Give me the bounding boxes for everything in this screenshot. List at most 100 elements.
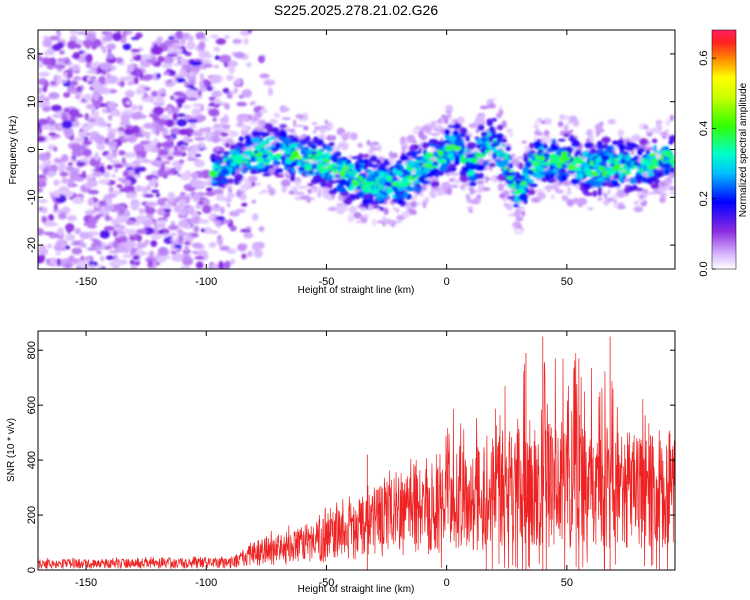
halo-blob bbox=[568, 115, 578, 123]
noise-blob bbox=[69, 158, 75, 163]
noise-blob bbox=[46, 48, 56, 56]
halo-blob bbox=[670, 114, 674, 122]
noise-blob bbox=[213, 46, 221, 52]
signal-blob bbox=[357, 190, 364, 197]
signal-blob bbox=[476, 138, 483, 144]
noise-blob bbox=[161, 233, 170, 238]
signal-blob bbox=[575, 172, 584, 180]
signal-blob bbox=[594, 180, 602, 188]
signal-blob bbox=[439, 165, 448, 172]
signal-blob bbox=[303, 137, 309, 144]
noise-blob bbox=[101, 242, 106, 250]
noise-blob bbox=[259, 73, 270, 79]
halo-blob bbox=[470, 201, 478, 204]
noise-blob bbox=[98, 179, 110, 185]
halo-blob bbox=[363, 214, 369, 218]
halo-blob bbox=[479, 105, 490, 110]
noise-blob bbox=[226, 74, 234, 81]
snr-x-tick-label: -150 bbox=[75, 577, 97, 589]
noise-blob bbox=[81, 170, 86, 177]
signal-blob bbox=[653, 169, 659, 174]
noise-blob bbox=[135, 68, 142, 77]
halo-blob bbox=[243, 123, 248, 131]
signal-blob bbox=[669, 158, 675, 164]
signal-blob bbox=[625, 155, 632, 161]
noise-blob bbox=[85, 121, 94, 130]
noise-blob bbox=[178, 199, 187, 207]
halo-blob bbox=[249, 177, 258, 182]
halo-blob bbox=[567, 121, 572, 125]
halo-blob bbox=[445, 104, 454, 112]
noise-blob bbox=[135, 88, 145, 95]
noise-blob bbox=[106, 197, 112, 206]
signal-blob bbox=[598, 165, 606, 172]
noise-blob bbox=[123, 128, 134, 136]
noise-blob bbox=[130, 112, 142, 120]
noise-blob bbox=[162, 55, 174, 65]
signal-blob bbox=[430, 180, 440, 188]
signal-blob bbox=[283, 166, 289, 170]
halo-blob bbox=[434, 124, 444, 130]
halo-blob bbox=[434, 131, 443, 135]
signal-blob bbox=[581, 150, 589, 156]
noise-blob bbox=[219, 245, 230, 251]
peak-blob bbox=[454, 147, 461, 151]
signal-blob bbox=[412, 164, 422, 170]
signal-blob bbox=[255, 144, 262, 152]
noise-blob bbox=[194, 136, 206, 141]
noise-blob bbox=[161, 62, 173, 69]
halo-blob bbox=[655, 119, 663, 125]
peak-blob bbox=[648, 153, 657, 157]
noise-blob bbox=[126, 75, 136, 80]
peak-blob bbox=[541, 162, 549, 166]
noise-blob bbox=[110, 109, 121, 117]
signal-blob bbox=[262, 172, 272, 177]
noise-blob bbox=[186, 118, 199, 123]
signal-blob bbox=[266, 137, 271, 143]
signal-blob bbox=[264, 122, 274, 131]
signal-blob bbox=[497, 135, 501, 143]
signal-blob bbox=[647, 172, 654, 177]
halo-blob bbox=[348, 205, 357, 214]
noise-blob bbox=[99, 255, 106, 262]
signal-blob bbox=[668, 140, 674, 145]
noise-blob bbox=[67, 40, 77, 50]
colorbar-ticks: 0.0 0.2 0.4 0.6 bbox=[698, 50, 716, 277]
noise-blob bbox=[155, 95, 165, 104]
noise-blob bbox=[52, 113, 62, 119]
halo-blob bbox=[381, 216, 387, 219]
halo-blob bbox=[261, 189, 267, 194]
noise-blob bbox=[193, 225, 200, 233]
signal-blob bbox=[437, 170, 444, 176]
noise-blob bbox=[180, 36, 186, 46]
noise-blob bbox=[224, 260, 231, 269]
noise-blob bbox=[151, 90, 158, 98]
peak-blob bbox=[312, 156, 317, 161]
halo-blob bbox=[226, 193, 235, 199]
signal-blob bbox=[350, 186, 357, 190]
signal-blob bbox=[617, 143, 626, 149]
halo-blob bbox=[413, 194, 418, 198]
signal-blob bbox=[369, 155, 378, 163]
halo-blob bbox=[352, 208, 358, 212]
noise-blob bbox=[172, 150, 184, 157]
colorbar-label: Normalized spectral amplitude bbox=[738, 82, 749, 217]
halo-blob bbox=[293, 186, 298, 194]
signal-blob bbox=[351, 156, 360, 160]
signal-blob bbox=[646, 178, 653, 185]
spectrogram-y-tick-label: 0 bbox=[26, 146, 38, 152]
halo-blob bbox=[594, 123, 603, 132]
halo-blob bbox=[669, 191, 675, 195]
signal-blob bbox=[625, 160, 632, 168]
peak-blob bbox=[514, 189, 522, 195]
noise-blob bbox=[157, 198, 166, 206]
noise-blob bbox=[124, 152, 137, 158]
halo-blob bbox=[514, 231, 524, 235]
halo-blob bbox=[441, 181, 451, 190]
noise-blob bbox=[146, 201, 158, 207]
noise-blob bbox=[125, 100, 131, 105]
noise-blob bbox=[38, 248, 49, 256]
noise-blob bbox=[191, 242, 203, 249]
halo-blob bbox=[313, 185, 317, 194]
